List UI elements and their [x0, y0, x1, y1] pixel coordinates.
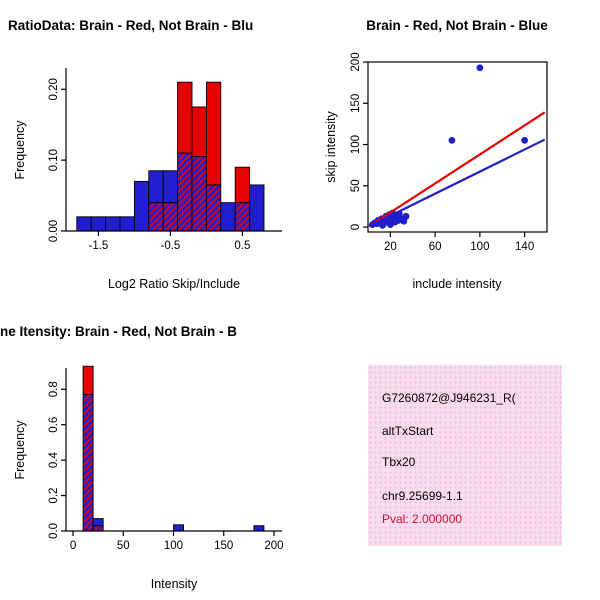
x-tick-label: -0.5	[160, 240, 180, 252]
info-line-event-type: altTxStart	[382, 424, 434, 438]
intensity-hist-xlabel: Intensity	[150, 577, 198, 591]
x-tick-label: 140	[515, 241, 534, 253]
y-tick-label: 0.8	[48, 381, 60, 397]
info-line-gene: Tbx20	[382, 455, 416, 469]
data-point	[521, 136, 529, 144]
y-tick-label: 0.00	[48, 220, 60, 242]
intensity-scatter-plot: 20 60 100 140 0 50 100 150 200	[350, 52, 548, 253]
x-tick-label: 0.5	[234, 240, 250, 252]
intensity-hist-title: ne Itensity: Brain - Red, Not Brain - B	[0, 324, 238, 339]
data-point	[476, 64, 484, 72]
ratio-histogram-plot: -1.5 -0.5 0.5 0.00 0.10 0.20	[48, 68, 282, 252]
brain-fit-line	[368, 111, 546, 228]
x-tick-label: 150	[214, 540, 233, 552]
y-tick-label: 150	[350, 94, 362, 113]
y-tick-label: 50	[350, 179, 362, 192]
x-tick-label: 0	[70, 540, 76, 552]
info-box: G7260872@J946231_R( altTxStart Tbx20 chr…	[368, 365, 562, 546]
ratio-hist-ylabel: Frequency	[13, 120, 27, 180]
scatter-title: Brain - Red, Not Brain - Blue	[366, 18, 548, 33]
scatter-ylabel: skip intensity	[324, 111, 338, 183]
ratio-hist-title: RatioData: Brain - Red, Not Brain - Blu	[8, 18, 254, 33]
y-tick-label: 200	[350, 52, 362, 71]
x-tick-label: 20	[384, 241, 397, 253]
info-line-probe-id: G7260872@J946231_R(	[382, 391, 516, 405]
data-point	[448, 136, 456, 144]
gene-intensity-histogram-plot: 0 50 100 150 200 0.0 0.2 0.4 0.6 0.8	[48, 365, 284, 552]
y-tick-label: 100	[350, 135, 362, 154]
x-tick-label: -1.5	[88, 240, 108, 252]
x-tick-label: 50	[117, 540, 130, 552]
y-tick-label: 0.2	[48, 488, 60, 504]
x-tick-label: 100	[470, 241, 489, 253]
y-tick-label: 0	[350, 224, 362, 230]
y-tick-label: 0.4	[48, 452, 60, 469]
x-tick-label: 60	[429, 241, 442, 253]
y-tick-label: 0.0	[48, 523, 60, 539]
y-tick-label: 0.10	[48, 149, 60, 171]
not-brain-fit-line	[368, 138, 546, 228]
data-point	[402, 212, 410, 220]
scatter-xlabel: include intensity	[412, 277, 502, 291]
ratio-hist-xlabel: Log2 Ratio Skip/Include	[107, 277, 241, 291]
y-tick-label: 0.20	[48, 78, 60, 100]
x-tick-label: 100	[164, 540, 183, 552]
x-tick-label: 200	[264, 540, 283, 552]
info-line-locus: chr9.25699-1.1	[382, 489, 463, 503]
intensity-hist-ylabel: Frequency	[13, 420, 27, 480]
info-line-pval: Pval: 2.000000	[382, 512, 463, 526]
y-tick-label: 0.6	[48, 417, 60, 433]
